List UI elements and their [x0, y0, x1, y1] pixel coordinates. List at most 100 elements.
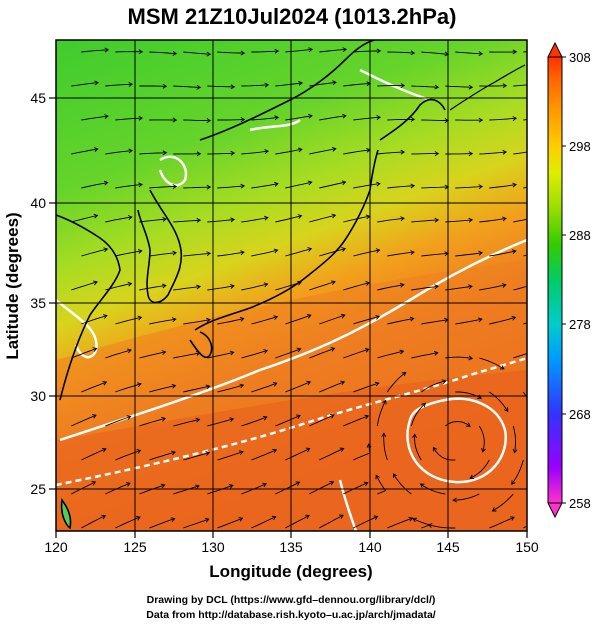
- streamline: [343, 348, 369, 359]
- streamline-arrowhead: [308, 113, 313, 119]
- streamline-arrowhead: [410, 50, 416, 56]
- streamline-arrowhead: [419, 483, 425, 488]
- streamline: [489, 316, 516, 325]
- streamline-arrowhead: [511, 249, 517, 255]
- streamline: [105, 216, 132, 223]
- streamline-arrowhead: [297, 147, 303, 153]
- streamline-arrowhead: [172, 117, 178, 123]
- streamline-arrowhead: [468, 284, 473, 290]
- streamline-arrowhead: [126, 482, 131, 487]
- streamline-arrowhead: [468, 217, 474, 223]
- streamline: [376, 400, 387, 427]
- streamline: [412, 518, 432, 529]
- streamline-arrowhead: [478, 51, 484, 57]
- streamline-arrowhead: [92, 347, 98, 352]
- streamline-arrowhead: [502, 216, 507, 222]
- streamline: [207, 85, 235, 88]
- streamline-arrowhead: [230, 217, 236, 223]
- streamline: [251, 50, 279, 53]
- streamline: [241, 217, 268, 223]
- streamline: [513, 353, 527, 359]
- streamline-arrowhead: [297, 214, 303, 219]
- colorbar-tick-label: 308: [569, 50, 591, 65]
- streamline-arrowhead: [306, 380, 312, 386]
- streamline-arrowhead: [272, 381, 278, 387]
- streamline-arrowhead: [465, 422, 471, 427]
- streamline: [71, 414, 97, 427]
- streamline: [115, 250, 142, 257]
- streamline: [433, 447, 456, 461]
- streamline-arrowhead: [93, 213, 99, 219]
- streamline: [81, 381, 107, 393]
- streamline: [414, 434, 422, 461]
- x-axis-label: Longitude (degrees): [209, 562, 372, 581]
- streamline: [411, 352, 438, 359]
- colorbar-tick-label: 268: [569, 407, 591, 422]
- streamline: [275, 215, 302, 223]
- streamline: [241, 150, 269, 155]
- streamline: [309, 481, 334, 495]
- streamline: [139, 351, 166, 359]
- streamline-arrowhead: [373, 515, 379, 520]
- streamline-arrowhead: [329, 414, 335, 419]
- lon-tick-label: 140: [358, 539, 382, 555]
- streamline-arrowhead: [206, 51, 212, 57]
- streamline: [217, 185, 245, 189]
- streamline: [411, 285, 439, 291]
- streamline: [217, 251, 245, 257]
- streamline: [183, 186, 211, 189]
- streamline-arrowhead: [392, 473, 398, 479]
- streamline-arrowhead: [239, 316, 245, 322]
- streamline-arrowhead: [502, 149, 508, 155]
- streamline-arrowhead: [306, 313, 312, 319]
- streamline: [343, 215, 370, 223]
- streamline-arrowhead: [468, 355, 474, 361]
- streamline-arrowhead: [91, 481, 97, 486]
- streamline-arrowhead: [478, 250, 483, 256]
- lat-tick-label: 25: [30, 481, 46, 497]
- colorbar-min-arrow: [547, 502, 563, 519]
- streamline: [71, 281, 98, 291]
- streamline-arrowhead: [240, 250, 245, 256]
- streamline: [377, 217, 405, 223]
- streamline: [71, 148, 98, 155]
- streamline: [421, 252, 449, 257]
- streamline: [353, 116, 381, 121]
- streamline-arrowhead: [162, 216, 167, 222]
- streamline-arrowhead: [468, 84, 474, 90]
- streamline: [343, 83, 371, 87]
- streamline-arrowhead: [330, 347, 336, 352]
- streamline: [319, 514, 344, 529]
- contour-line: [56, 356, 527, 487]
- streamline: [478, 425, 485, 452]
- colorbar-ticks: [562, 56, 566, 504]
- streamline: [81, 248, 108, 257]
- streamline-arrowhead: [262, 415, 268, 421]
- streamline: [445, 219, 473, 223]
- streamline: [343, 415, 369, 427]
- streamline-arrowhead: [172, 51, 178, 56]
- streamline: [241, 416, 267, 427]
- streamline: [387, 251, 415, 257]
- streamline-arrowhead: [330, 280, 336, 286]
- streamline-arrowhead: [196, 284, 201, 290]
- streamline-arrowhead: [239, 383, 245, 389]
- streamline-arrowhead: [363, 481, 369, 487]
- streamline-arrowhead: [305, 514, 310, 520]
- streamline-arrowhead: [468, 151, 474, 157]
- streamline-arrowhead: [409, 316, 415, 322]
- coastline-honshu: [194, 149, 379, 331]
- streamline-arrowhead: [135, 516, 141, 521]
- streamline: [445, 421, 471, 427]
- streamline: [511, 459, 524, 485]
- streamline-arrowhead: [171, 317, 177, 323]
- streamline-arrowhead: [138, 115, 144, 121]
- streamline-arrowhead: [204, 517, 210, 523]
- streamline-arrowhead: [93, 280, 98, 286]
- streamline-arrowhead: [138, 49, 144, 55]
- lon-tick-label: 125: [123, 539, 147, 555]
- streamline: [285, 448, 310, 461]
- streamline-arrowhead: [205, 451, 211, 456]
- streamline-arrowhead: [263, 282, 269, 288]
- streamline: [275, 415, 301, 427]
